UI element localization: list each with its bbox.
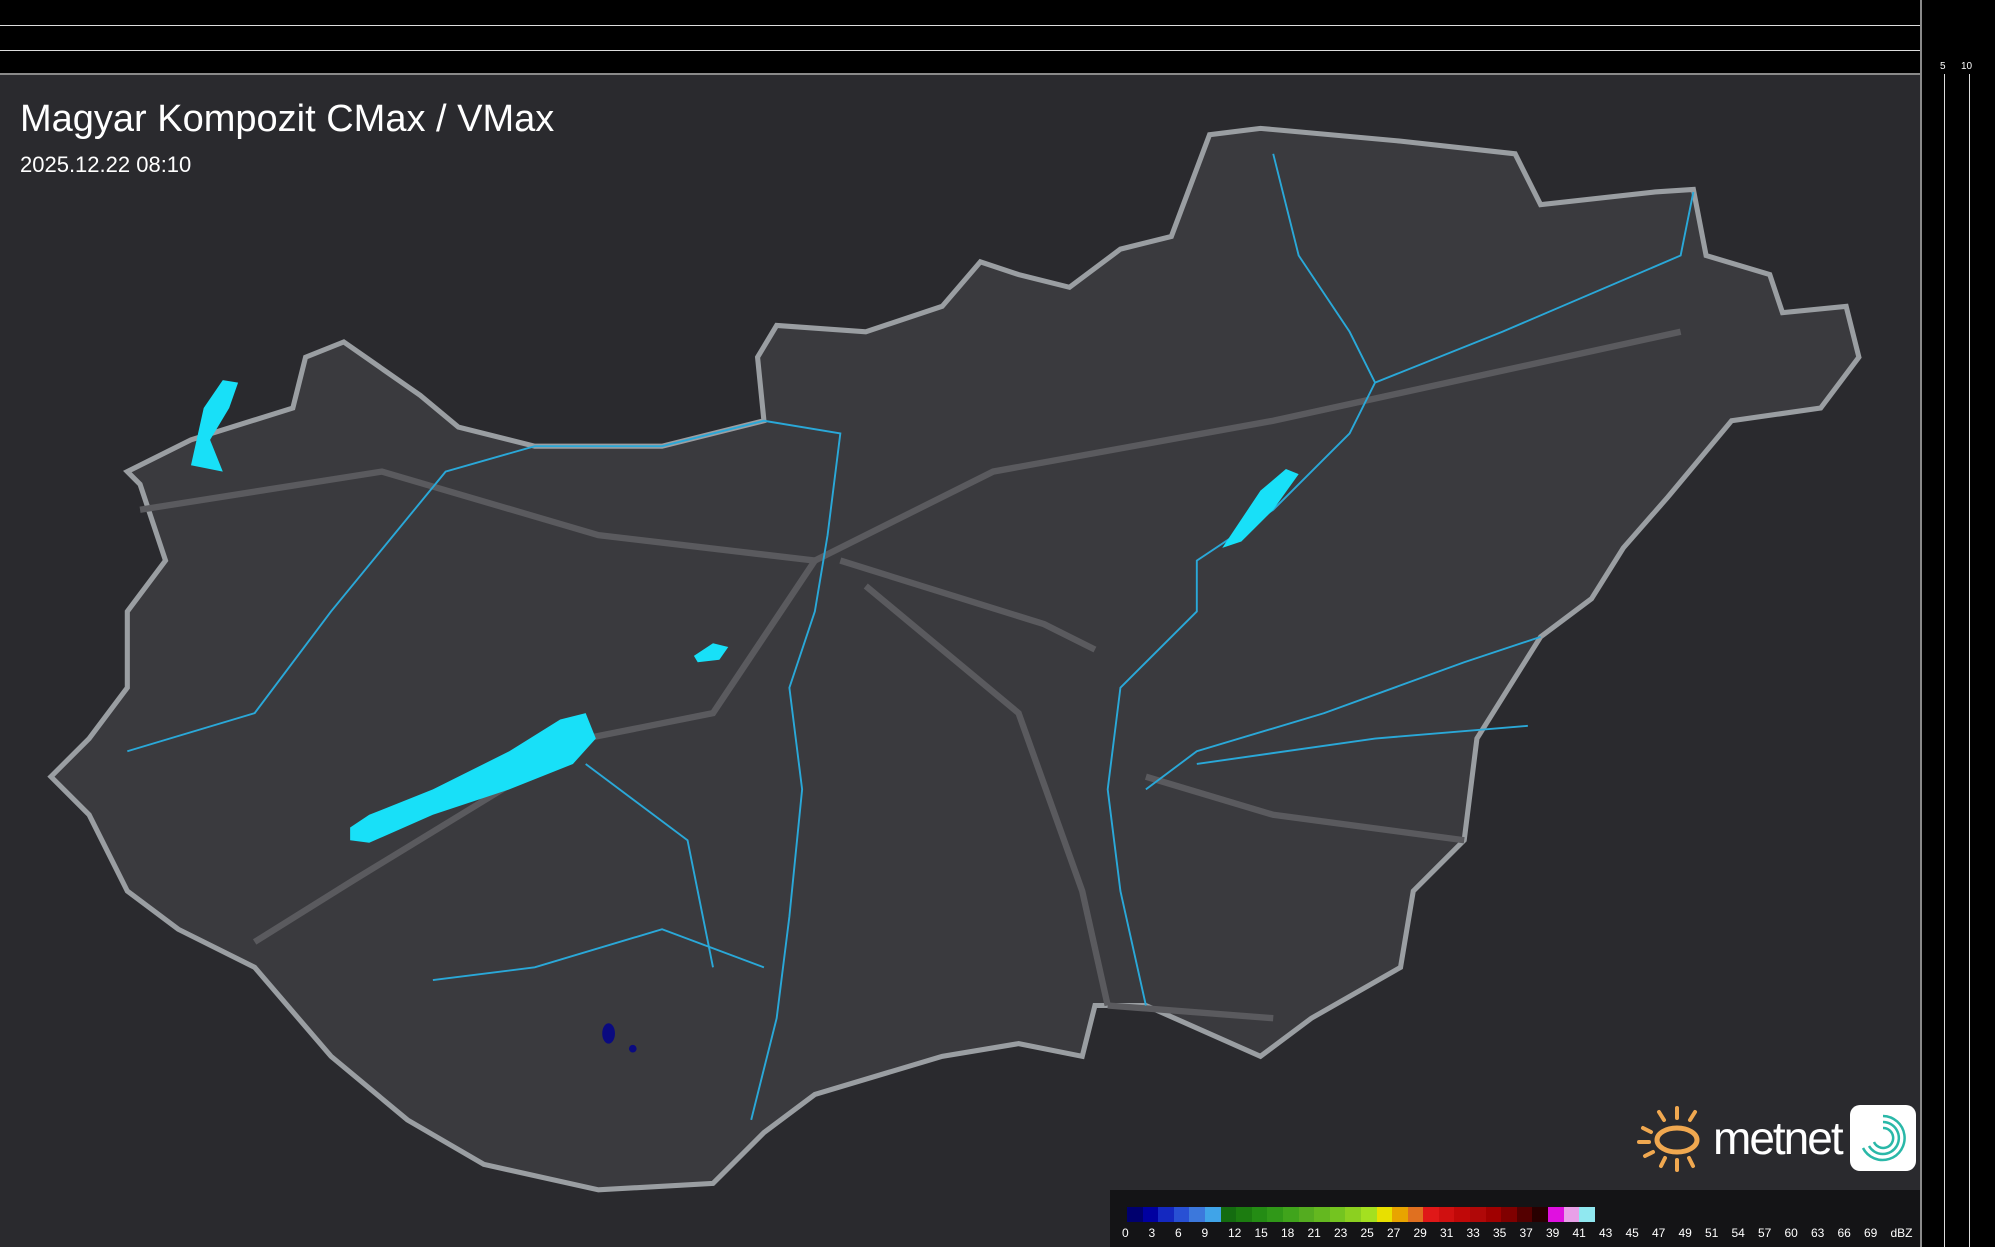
scale-line xyxy=(0,50,1920,51)
legend-label: 39 xyxy=(1546,1226,1560,1240)
legend-swatch xyxy=(1236,1207,1252,1222)
legend-swatch xyxy=(1127,1207,1143,1222)
legend-label: 21 xyxy=(1307,1226,1321,1240)
legend-swatch xyxy=(1298,1207,1315,1222)
map-title: Magyar Kompozit CMax / VMax xyxy=(20,98,555,140)
lake-tisza xyxy=(1222,469,1299,548)
legend-swatch xyxy=(1376,1207,1393,1222)
legend-swatch xyxy=(1329,1207,1346,1222)
legend-label: 12 xyxy=(1228,1226,1242,1240)
legend-label: 33 xyxy=(1466,1226,1480,1240)
scale-line xyxy=(0,25,1920,26)
legend-label: 29 xyxy=(1413,1226,1427,1240)
legend-swatch xyxy=(1204,1207,1221,1222)
legend-label: 23 xyxy=(1334,1226,1348,1240)
radar-echo xyxy=(602,1023,637,1053)
radar-map[interactable] xyxy=(0,75,1920,1247)
legend-label: 18 xyxy=(1281,1226,1295,1240)
legend-swatch xyxy=(1345,1207,1361,1222)
lake-velence xyxy=(693,643,729,663)
legend-label: 51 xyxy=(1705,1226,1719,1240)
legend-label: 57 xyxy=(1758,1226,1772,1240)
metnet-sun-icon xyxy=(1637,1106,1700,1172)
legend-swatch xyxy=(1173,1207,1190,1222)
legend-swatch xyxy=(1423,1207,1439,1222)
legend-label: 15 xyxy=(1254,1226,1268,1240)
legend-swatch xyxy=(1501,1207,1517,1222)
scale-line xyxy=(1944,74,1945,1247)
legend-label: 9 xyxy=(1201,1226,1209,1240)
legend-unit: dBZ xyxy=(1890,1226,1913,1240)
legend-swatch xyxy=(1360,1207,1377,1222)
legend-label: 27 xyxy=(1387,1226,1401,1240)
right-scale-panel: 5 10 xyxy=(1920,0,1995,1247)
legend-swatch xyxy=(1454,1207,1471,1222)
legend-swatch xyxy=(1485,1207,1502,1222)
top-scale-bar: 10 5 xyxy=(0,0,1935,75)
lake-ferto xyxy=(190,380,239,472)
legend-label: 63 xyxy=(1811,1226,1825,1240)
legend-label: 66 xyxy=(1837,1226,1851,1240)
map-timestamp: 2025.12.22 08:10 xyxy=(20,152,192,177)
legend-label: 0 xyxy=(1122,1226,1129,1240)
legend-label: 69 xyxy=(1864,1226,1878,1240)
legend-color-bar xyxy=(1127,1207,1595,1222)
legend-swatch xyxy=(1532,1207,1549,1222)
lakes xyxy=(190,380,1299,843)
legend-swatch xyxy=(1516,1207,1533,1222)
legend-swatch xyxy=(1282,1207,1299,1222)
legend-label: 25 xyxy=(1360,1226,1374,1240)
legend-label: 60 xyxy=(1784,1226,1798,1240)
lake-balaton xyxy=(350,713,596,843)
legend-swatch xyxy=(1548,1207,1564,1222)
legend-swatch xyxy=(1438,1207,1455,1222)
legend-label: 35 xyxy=(1493,1226,1507,1240)
legend-swatch xyxy=(1189,1207,1205,1222)
legend-swatch xyxy=(1220,1207,1237,1222)
legend-swatch xyxy=(1563,1207,1580,1222)
metnet-logo[interactable]: metnet xyxy=(1635,1102,1916,1174)
legend-label: 31 xyxy=(1440,1226,1454,1240)
legend-swatch xyxy=(1392,1207,1408,1222)
legend-swatch xyxy=(1251,1207,1268,1222)
legend-swatch xyxy=(1470,1207,1486,1222)
legend-label: 43 xyxy=(1599,1226,1613,1240)
legend-swatch xyxy=(1407,1207,1424,1222)
roads xyxy=(139,328,1682,1022)
legend-label: 45 xyxy=(1625,1226,1639,1240)
legend-label: 47 xyxy=(1652,1226,1666,1240)
legend-swatch xyxy=(1314,1207,1330,1222)
legend-labels: 0 3 6 9 12 15 18 21 23 25 27 29 31 33 35 37 39 41 43 45 47 49… xyxy=(1122,1226,1913,1240)
legend-label: 6 xyxy=(1175,1226,1182,1240)
legend-label: 41 xyxy=(1572,1226,1586,1240)
scale-line xyxy=(1969,74,1970,1247)
legend-label: 54 xyxy=(1731,1226,1745,1240)
legend-swatch xyxy=(1158,1207,1174,1222)
metnet-logo-text: metnet xyxy=(1713,1112,1844,1164)
legend-label: 37 xyxy=(1519,1226,1533,1240)
legend-swatch xyxy=(1142,1207,1159,1222)
legend-swatch xyxy=(1267,1207,1283,1222)
legend-swatch xyxy=(1579,1207,1595,1222)
spiral-icon xyxy=(1849,1105,1916,1171)
color-legend: 0 3 6 9 12 15 18 21 23 25 27 29 31 33 35 37 39 41 43 45 47 49… xyxy=(1110,1190,1920,1247)
legend-label: 3 xyxy=(1148,1226,1156,1240)
scale-label: 5 xyxy=(1940,61,1946,72)
legend-label: 49 xyxy=(1678,1226,1692,1240)
scale-label: 10 xyxy=(1961,61,1973,72)
